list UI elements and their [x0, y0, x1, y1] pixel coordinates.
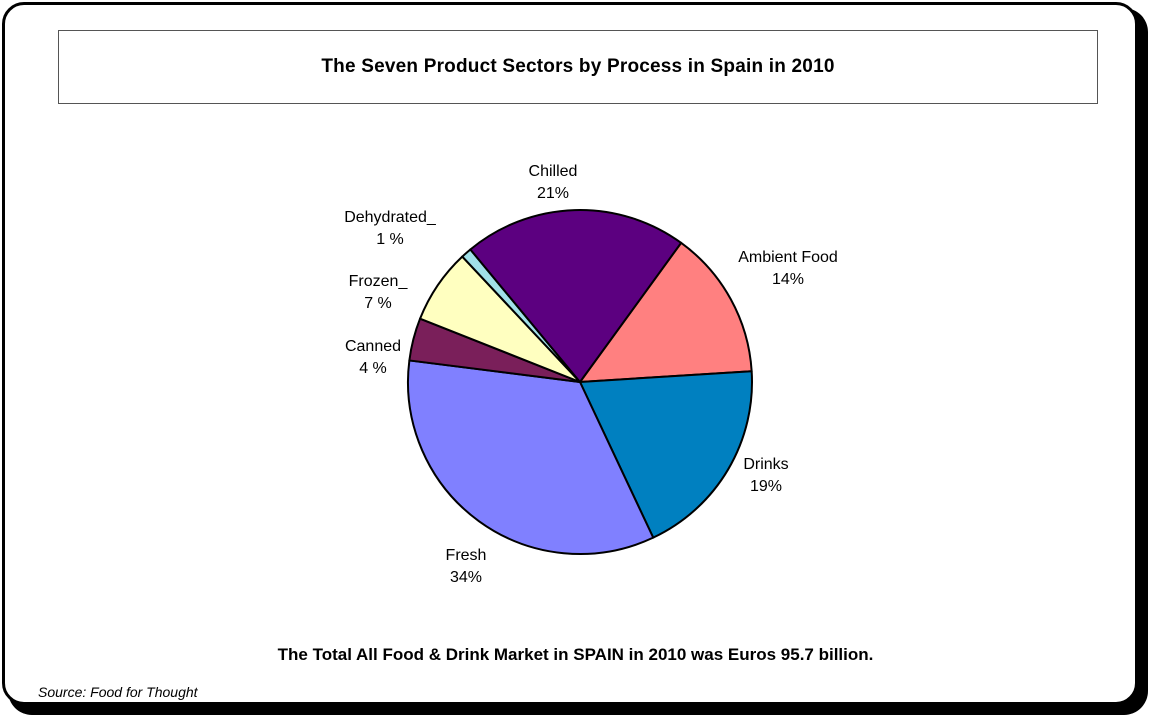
pie-slice-fresh: [407, 359, 655, 555]
market-total-note: The Total All Food & Drink Market in SPA…: [277, 645, 874, 664]
source-note: Source: Food for Thought: [38, 684, 198, 700]
slice-percent-label: 1 %: [376, 231, 404, 248]
slice-percent-label: 14%: [772, 271, 804, 288]
slice-label: Ambient Food: [738, 249, 838, 266]
slice-label: Frozen_: [349, 273, 409, 290]
title-box: The Seven Product Sectors by Process in …: [58, 30, 1098, 104]
slice-percent-label: 21%: [537, 185, 569, 202]
slice-label: Dehydrated_: [344, 209, 437, 226]
slice-label: Fresh: [446, 547, 487, 564]
pie-slice-chilled: [469, 208, 683, 383]
slice-label: Canned: [345, 338, 401, 355]
slice-percent-label: 19%: [750, 478, 782, 495]
slice-percent-label: 7 %: [364, 295, 392, 312]
slice-percent-label: 4 %: [359, 360, 387, 377]
slice-label: Chilled: [529, 163, 578, 180]
slice-label: Drinks: [743, 456, 788, 473]
chart-title: The Seven Product Sectors by Process in …: [321, 56, 835, 77]
slice-percent-label: 34%: [450, 569, 482, 586]
pie-slice-drinks: [579, 370, 753, 539]
pie-slice-ambient-food: [579, 241, 753, 383]
